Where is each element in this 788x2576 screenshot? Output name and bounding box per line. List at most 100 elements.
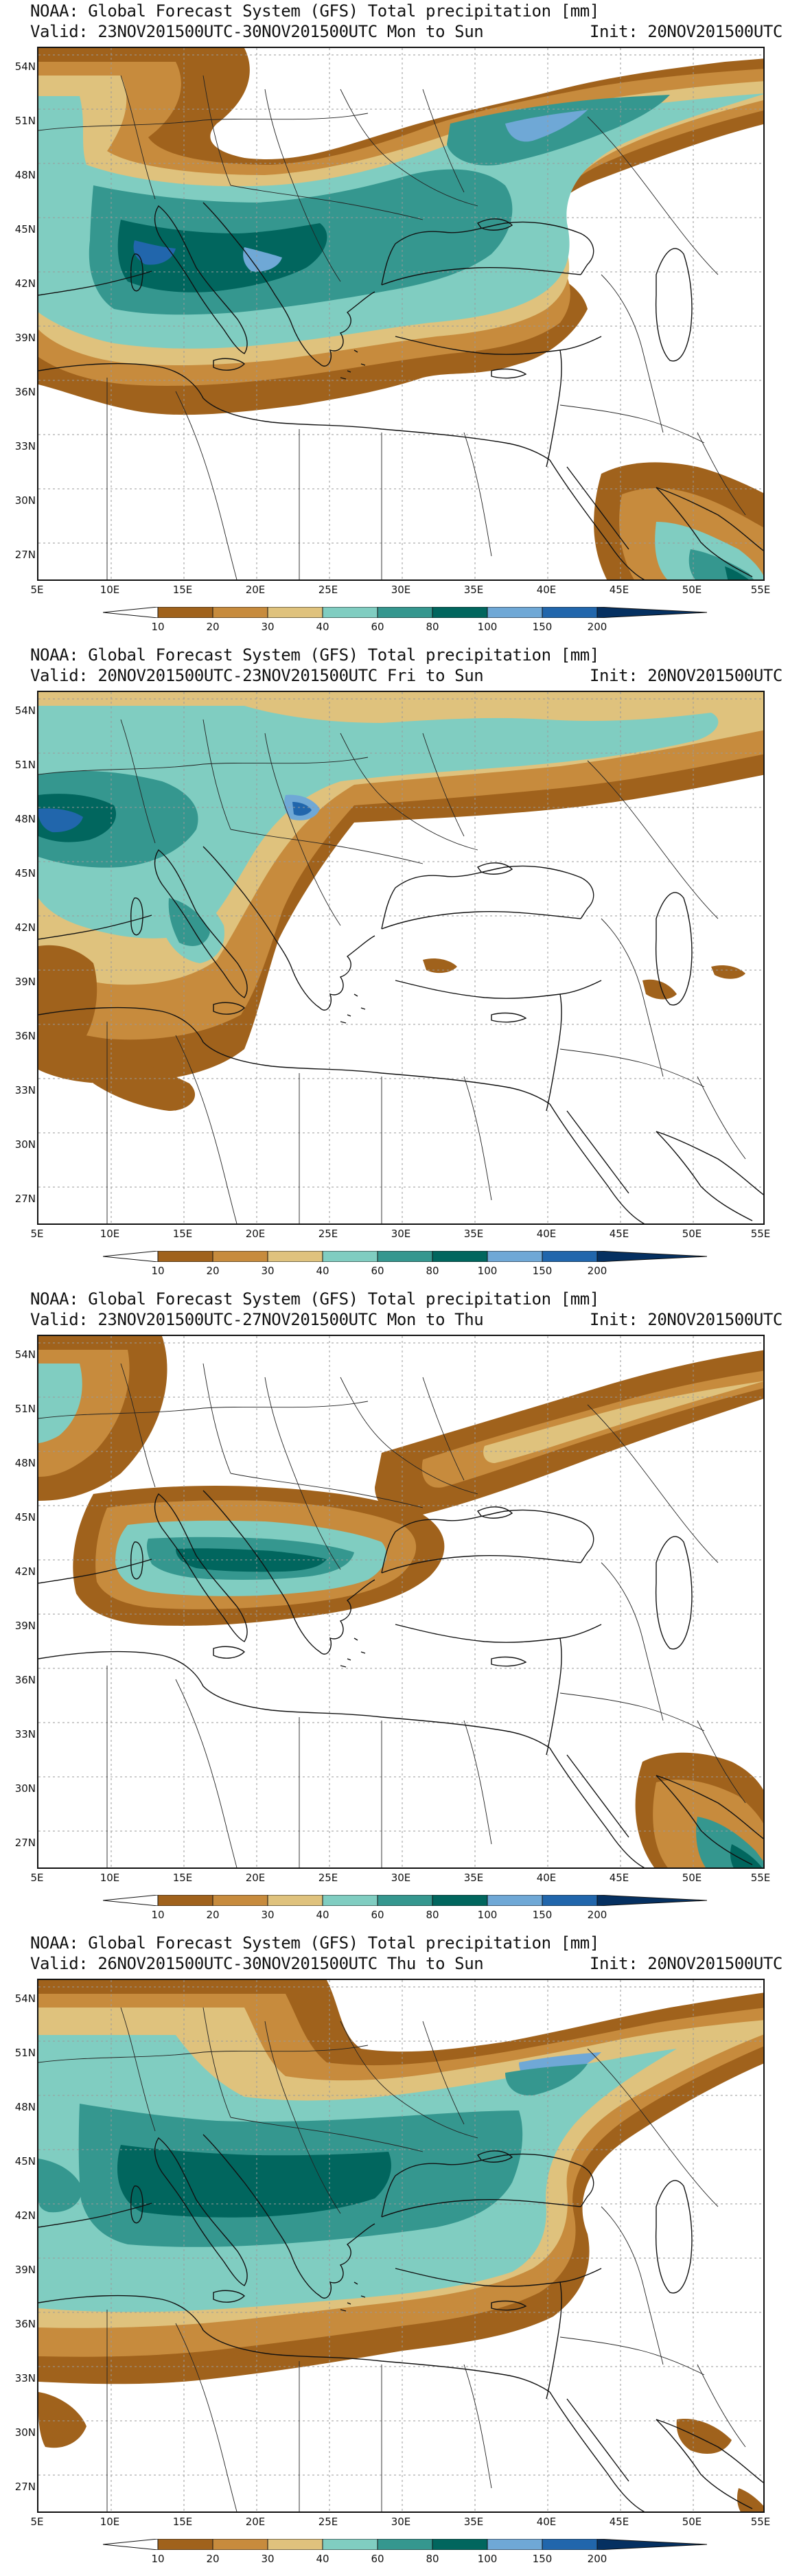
lat-label: 33N xyxy=(14,2372,36,2384)
lon-label: 5E xyxy=(30,2516,44,2528)
lat-label: 39N xyxy=(14,2264,36,2276)
colorbar-label: 30 xyxy=(261,1909,275,1921)
lon-label: 20E xyxy=(245,584,266,596)
precip-field xyxy=(38,48,763,579)
lon-label: 55E xyxy=(750,584,771,596)
lon-label: 5E xyxy=(30,584,44,596)
colorbar-label: 30 xyxy=(261,2553,275,2565)
precip-field xyxy=(38,1336,763,1867)
lon-label: 20E xyxy=(245,1228,266,1240)
lat-label: 54N xyxy=(14,1992,36,2005)
lon-label: 45E xyxy=(609,2516,629,2528)
lat-label: 51N xyxy=(14,1403,36,1415)
colorbar-label: 200 xyxy=(587,2553,607,2565)
lon-label: 10E xyxy=(100,1228,120,1240)
lat-label: 45N xyxy=(14,1511,36,1523)
lon-label: 55E xyxy=(750,1228,771,1240)
colorbar-label: 80 xyxy=(426,1909,439,1921)
colorbar-label: 10 xyxy=(151,621,165,633)
lon-label: 20E xyxy=(245,1872,266,1884)
panel-title: NOAA: Global Forecast System (GFS) Total… xyxy=(30,1933,599,1953)
lon-label: 25E xyxy=(318,1872,338,1884)
colorbar-label: 40 xyxy=(316,1265,329,1277)
lon-label: 5E xyxy=(30,1228,44,1240)
precip-map xyxy=(37,1335,765,1869)
lat-label: 42N xyxy=(14,277,36,290)
lat-label: 36N xyxy=(14,1030,36,1042)
colorbar xyxy=(103,2539,707,2550)
lat-label: 36N xyxy=(14,386,36,398)
colorbar-label: 60 xyxy=(371,1909,384,1921)
panel-title: NOAA: Global Forecast System (GFS) Total… xyxy=(30,1289,599,1309)
colorbar-label: 100 xyxy=(477,1265,498,1277)
colorbar-label: 200 xyxy=(587,621,607,633)
lat-label: 27N xyxy=(14,1837,36,1849)
lon-label: 25E xyxy=(318,1228,338,1240)
valid-period: Valid: 23NOV201500UTC-27NOV201500UTC Mon… xyxy=(30,1310,484,1329)
lat-label: 27N xyxy=(14,549,36,561)
lon-label: 15E xyxy=(172,2516,193,2528)
lat-label: 54N xyxy=(14,1348,36,1361)
colorbar-label: 10 xyxy=(151,1909,165,1921)
lat-label: 42N xyxy=(14,1565,36,1578)
lat-label: 39N xyxy=(14,332,36,344)
colorbar-label: 20 xyxy=(206,2553,220,2565)
lat-label: 33N xyxy=(14,1728,36,1740)
lon-label: 40E xyxy=(536,1228,557,1240)
lat-label: 48N xyxy=(14,2101,36,2113)
lon-label: 50E xyxy=(682,1872,702,1884)
init-time: Init: 20NOV201500UTC xyxy=(590,1310,783,1329)
lon-label: 25E xyxy=(318,584,338,596)
lon-label: 35E xyxy=(463,584,484,596)
lat-label: 48N xyxy=(14,1457,36,1469)
colorbar-label: 20 xyxy=(206,1265,220,1277)
valid-period: Valid: 26NOV201500UTC-30NOV201500UTC Thu… xyxy=(30,1954,484,1973)
lon-label: 10E xyxy=(100,584,120,596)
lon-label: 25E xyxy=(318,2516,338,2528)
lon-label: 5E xyxy=(30,1872,44,1884)
lon-label: 40E xyxy=(536,1872,557,1884)
lon-label: 45E xyxy=(609,584,629,596)
lon-label: 35E xyxy=(463,1228,484,1240)
colorbar-label: 60 xyxy=(371,1265,384,1277)
map-panel-4: NOAA: Global Forecast System (GFS) Total… xyxy=(0,1932,788,2576)
colorbar xyxy=(103,1251,707,1262)
colorbar-label: 150 xyxy=(532,1909,553,1921)
valid-period: Valid: 20NOV201500UTC-23NOV201500UTC Fri… xyxy=(30,666,484,685)
lon-label: 35E xyxy=(463,1872,484,1884)
lon-label: 15E xyxy=(172,584,193,596)
lat-label: 27N xyxy=(14,1193,36,1205)
colorbar-label: 100 xyxy=(477,1909,498,1921)
colorbar-label: 150 xyxy=(532,2553,553,2565)
map-panel-2: NOAA: Global Forecast System (GFS) Total… xyxy=(0,644,788,1288)
colorbar-label: 200 xyxy=(587,1265,607,1277)
init-time: Init: 20NOV201500UTC xyxy=(590,1954,783,1973)
lon-label: 50E xyxy=(682,584,702,596)
valid-period: Valid: 23NOV201500UTC-30NOV201500UTC Mon… xyxy=(30,22,484,41)
colorbar-label: 80 xyxy=(426,2553,439,2565)
lon-label: 45E xyxy=(609,1228,629,1240)
colorbar-label: 10 xyxy=(151,2553,165,2565)
lat-label: 51N xyxy=(14,115,36,127)
lat-label: 30N xyxy=(14,1782,36,1795)
lat-label: 30N xyxy=(14,2426,36,2439)
lon-label: 35E xyxy=(463,2516,484,2528)
precip-map xyxy=(37,47,765,581)
colorbar xyxy=(103,1895,707,1906)
lat-label: 30N xyxy=(14,1138,36,1151)
lat-label: 36N xyxy=(14,2318,36,2330)
colorbar-label: 200 xyxy=(587,1909,607,1921)
lon-label: 30E xyxy=(391,584,411,596)
colorbar-label: 150 xyxy=(532,621,553,633)
lon-label: 55E xyxy=(750,2516,771,2528)
lon-label: 40E xyxy=(536,2516,557,2528)
lat-label: 39N xyxy=(14,976,36,988)
lon-label: 55E xyxy=(750,1872,771,1884)
lat-label: 51N xyxy=(14,759,36,771)
lat-label: 48N xyxy=(14,813,36,825)
lat-label: 39N xyxy=(14,1620,36,1632)
map-panel-3: NOAA: Global Forecast System (GFS) Total… xyxy=(0,1288,788,1932)
init-time: Init: 20NOV201500UTC xyxy=(590,22,783,41)
colorbar-label: 30 xyxy=(261,621,275,633)
lat-label: 30N xyxy=(14,494,36,507)
